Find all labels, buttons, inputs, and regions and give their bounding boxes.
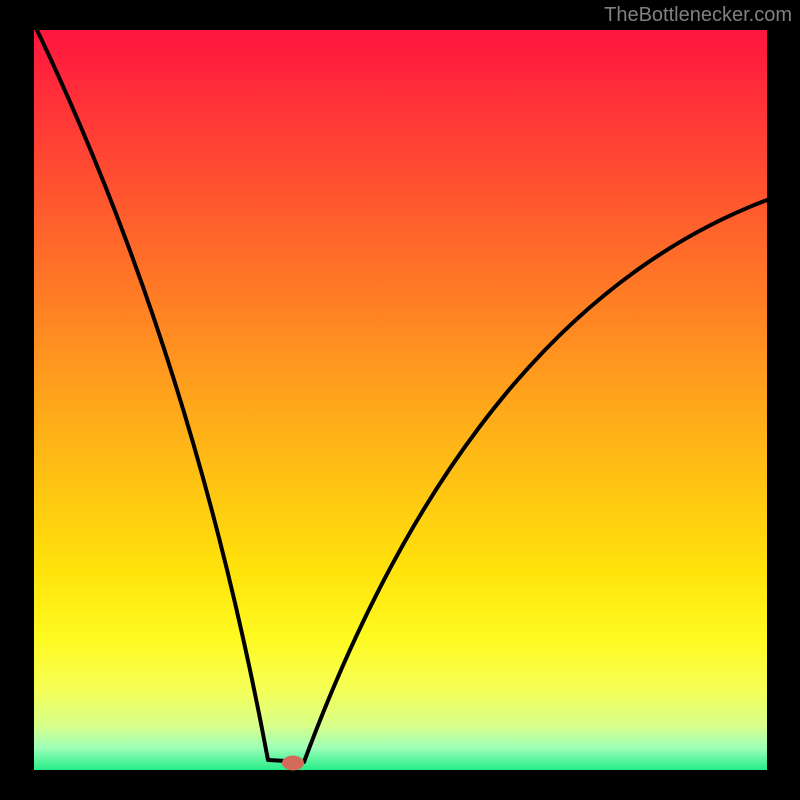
watermark-text: TheBottlenecker.com [604,4,792,27]
gradient-plot-area [34,30,767,770]
optimal-point-marker [282,756,304,771]
bottleneck-curve [34,30,767,770]
